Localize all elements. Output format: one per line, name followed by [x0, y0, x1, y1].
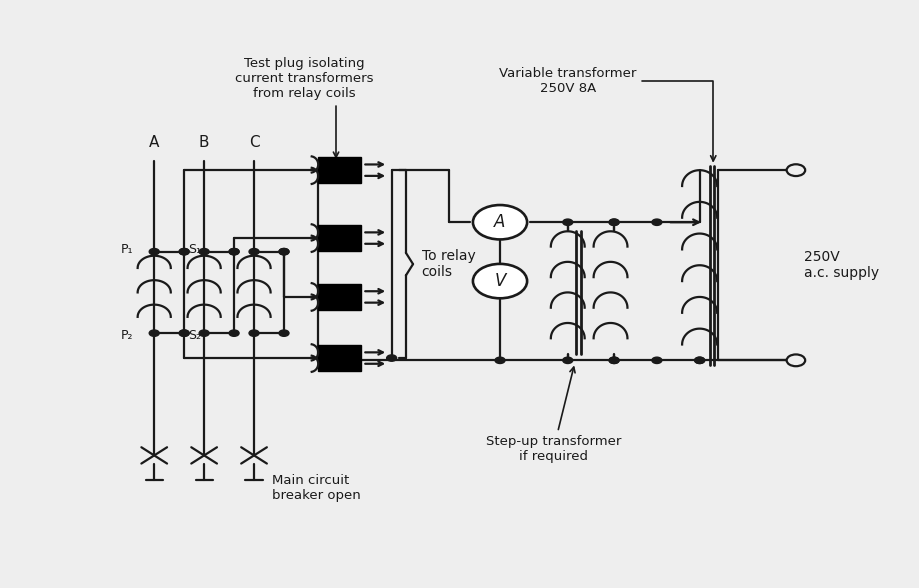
Text: S₁: S₁	[187, 243, 200, 256]
Circle shape	[652, 219, 661, 225]
Circle shape	[179, 249, 189, 255]
Circle shape	[786, 164, 804, 176]
Circle shape	[229, 249, 239, 255]
Circle shape	[199, 249, 209, 255]
Circle shape	[694, 357, 704, 363]
Circle shape	[652, 357, 661, 363]
Text: P₂: P₂	[120, 329, 132, 342]
Bar	[318, 345, 360, 371]
Text: A: A	[494, 213, 505, 231]
Circle shape	[229, 249, 239, 255]
Circle shape	[494, 357, 505, 363]
Circle shape	[249, 330, 259, 336]
Bar	[318, 284, 360, 310]
Circle shape	[179, 249, 189, 255]
Circle shape	[608, 219, 618, 225]
Bar	[318, 158, 360, 183]
Circle shape	[179, 330, 189, 336]
Circle shape	[694, 357, 704, 363]
Text: P₁: P₁	[120, 243, 132, 256]
Circle shape	[786, 355, 804, 366]
Circle shape	[199, 330, 209, 336]
Circle shape	[472, 264, 527, 298]
Circle shape	[386, 355, 396, 361]
Circle shape	[149, 330, 159, 336]
Text: C: C	[248, 135, 259, 150]
Text: A: A	[149, 135, 159, 150]
Circle shape	[278, 249, 289, 255]
Text: S₂: S₂	[187, 329, 200, 342]
Circle shape	[278, 330, 289, 336]
Text: Test plug isolating
current transformers
from relay coils: Test plug isolating current transformers…	[234, 57, 373, 158]
Circle shape	[562, 219, 573, 225]
Circle shape	[608, 357, 618, 363]
Circle shape	[608, 219, 618, 225]
Circle shape	[608, 357, 618, 363]
Text: To relay
coils: To relay coils	[421, 249, 475, 279]
Text: Main circuit
breaker open: Main circuit breaker open	[272, 473, 360, 502]
Text: Step-up transformer
if required: Step-up transformer if required	[485, 367, 620, 463]
Circle shape	[249, 249, 259, 255]
Circle shape	[494, 219, 505, 225]
Circle shape	[229, 330, 239, 336]
Bar	[318, 225, 360, 250]
Circle shape	[278, 249, 289, 255]
Circle shape	[149, 249, 159, 255]
Text: Variable transformer
250V 8A: Variable transformer 250V 8A	[498, 68, 715, 161]
Circle shape	[472, 205, 527, 239]
Circle shape	[562, 357, 573, 363]
Text: V: V	[494, 272, 505, 290]
Text: 250V
a.c. supply: 250V a.c. supply	[803, 250, 879, 280]
Circle shape	[179, 330, 189, 336]
Text: B: B	[199, 135, 210, 150]
